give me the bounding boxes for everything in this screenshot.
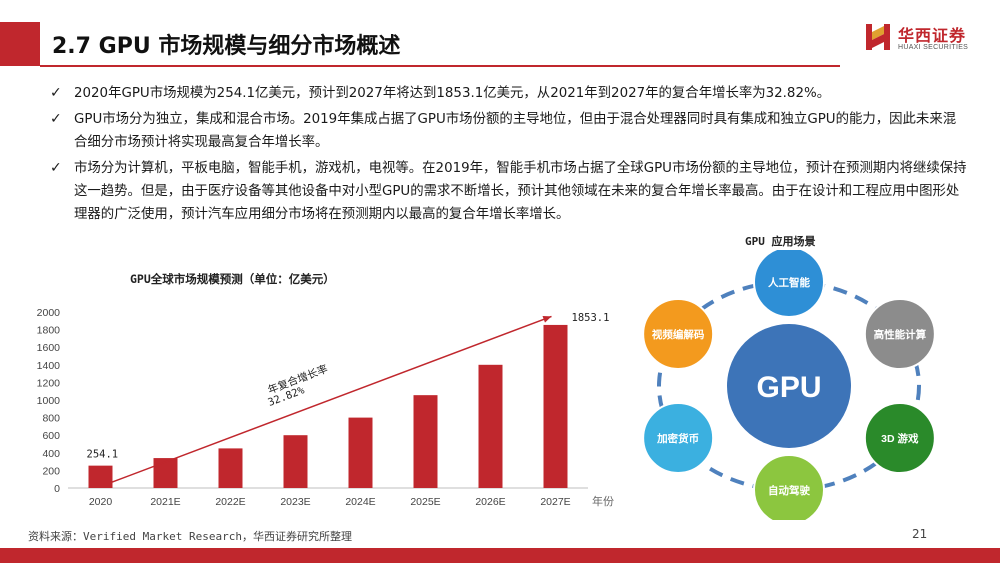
x-tick-label: 2026E [475,496,505,508]
application-node [863,402,936,474]
application-label: 3D 游戏 [881,432,919,445]
company-logo: 华西证券 HUAXI SECURITIES [864,22,994,68]
y-tick-label: 800 [42,413,60,425]
bullet-text: 市场分为计算机，平板电脑，智能手机，游戏机，电视等。在2019年，智能手机市场占… [74,161,967,222]
page-number: 21 [912,527,928,541]
checkmark-icon: ✓ [50,111,62,127]
x-tick-label: 2024E [345,496,375,508]
bar [348,417,373,488]
y-tick-label: 600 [42,430,60,442]
bar [543,324,568,488]
bullet-text: 2020年GPU市场规模为254.1亿美元，预计到2027年将达到1853.1亿… [74,86,831,101]
bar [218,448,243,488]
application-label: 自动驾驶 [768,484,810,497]
y-tick-label: 1200 [37,377,61,389]
header-divider [40,65,840,67]
bar [153,458,178,488]
y-tick-label: 0 [54,483,60,495]
footer-bar [0,548,1000,563]
checkmark-icon: ✓ [50,85,62,101]
y-tick-label: 400 [42,448,60,460]
x-tick-label: 2027E [540,496,570,508]
huaxi-logo-icon [866,24,890,50]
source-note: 资料来源：Verified Market Research，华西证券研究所整理 [28,530,352,543]
y-tick-label: 1600 [37,342,61,354]
application-node [753,454,825,520]
bullet-list: ✓ 2020年GPU市场规模为254.1亿美元，预计到2027年将达到1853.… [48,82,968,229]
application-node [642,298,715,370]
application-node [642,402,715,474]
trend-arrow-line [110,315,552,484]
x-tick-label: 2022E [215,496,245,508]
bullet-text: GPU市场分为独立，集成和混合市场。2019年集成占据了GPU市场份额的主导地位… [74,112,957,150]
application-node [863,298,936,370]
bar [283,435,308,488]
logo-english-name: HUAXI SECURITIES [898,44,969,51]
x-tick-label: 2023E [280,496,310,508]
applications-title: GPU 应用场景 [745,235,816,248]
application-label: 视频编解码 [652,328,705,341]
header-accent-bar [0,22,40,66]
page-title: 2.7 GPU 市场规模与细分市场概述 [52,34,401,59]
data-label: 1853.1 [572,312,610,324]
market-size-bar-chart: 0 200 400 600 800 1000 1200 1400 1600 1800 2000 202… [37,307,614,508]
application-label: 加密货币 [656,432,699,445]
x-tick-label: 2021E [150,496,180,508]
application-label: 高性能计算 [874,328,927,341]
y-tick-label: 1400 [37,360,61,372]
x-axis-title: 年份 [592,494,614,508]
gpu-center-circle [727,324,851,448]
bar [413,395,438,488]
checkmark-icon: ✓ [50,160,62,176]
bar [478,364,503,488]
bullet-item: ✓ 2020年GPU市场规模为254.1亿美元，预计到2027年将达到1853.… [48,82,968,105]
y-tick-label: 200 [42,465,60,477]
x-tick-label: 2020 [89,496,113,508]
y-tick-label: 1000 [37,395,61,407]
application-node [753,250,825,318]
bullet-item: ✓ 市场分为计算机，平板电脑，智能手机，游戏机，电视等。在2019年，智能手机市… [48,157,968,226]
x-tick-label: 2025E [410,496,440,508]
y-tick-label: 1800 [37,325,61,337]
bar [88,465,113,488]
bullet-item: ✓ GPU市场分为独立，集成和混合市场。2019年集成占据了GPU市场份额的主导… [48,108,968,154]
data-label: 254.1 [87,449,119,461]
chart-title: GPU全球市场规模预测（单位：亿美元） [130,272,335,286]
logo-chinese-name: 华西证券 [898,26,967,45]
application-label: 人工智能 [768,276,810,289]
gpu-center-label: GPU [756,371,821,404]
y-tick-label: 2000 [37,307,61,319]
trend-arrow-head [542,316,552,323]
